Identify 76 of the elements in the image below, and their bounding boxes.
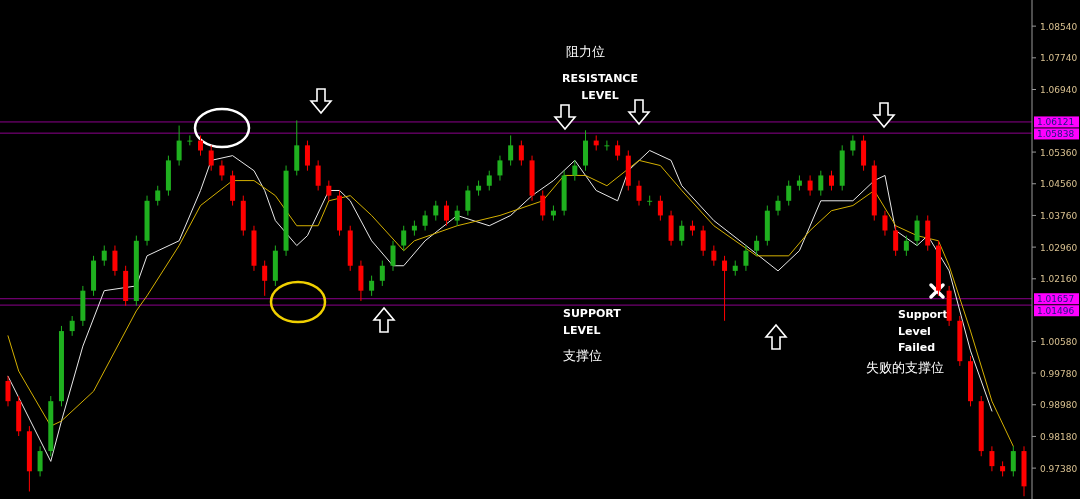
ref-line-label: 1.06121 — [1037, 117, 1075, 128]
candlestick — [636, 180, 642, 207]
annotation: SUPPORT LEVEL — [563, 307, 622, 337]
candlestick — [604, 140, 610, 151]
candlestick — [208, 144, 214, 172]
candlestick — [422, 210, 428, 231]
candlestick — [401, 225, 407, 252]
y-tick-label: 1.04560 — [1040, 179, 1078, 190]
annotation: 阻力位 — [565, 44, 605, 59]
candlestick — [112, 245, 118, 277]
annotation: 支撑位 — [563, 348, 602, 363]
annotation: Support Level Failed — [898, 308, 948, 354]
candlestick — [572, 159, 578, 182]
candlestick — [443, 200, 449, 227]
candlestick — [304, 140, 310, 172]
candlestick — [647, 195, 653, 207]
candlestick — [315, 159, 321, 191]
candlestick — [818, 170, 824, 197]
candlestick — [497, 155, 503, 182]
candlestick — [262, 260, 268, 297]
candlestick — [786, 180, 792, 207]
ref-line-label: 1.01657 — [1037, 294, 1075, 305]
candlestick — [518, 140, 524, 167]
candlestick — [807, 174, 813, 197]
candlestick — [465, 185, 471, 216]
y-tick-label: 1.02160 — [1040, 274, 1078, 285]
candlestick — [198, 134, 204, 157]
candlestick — [155, 185, 161, 207]
candlestick — [379, 260, 385, 287]
annotation: RESISTANCE LEVEL — [562, 72, 638, 102]
candlestick — [989, 445, 995, 472]
y-tick-label: 1.08540 — [1040, 21, 1078, 32]
candlestick — [711, 245, 717, 267]
candlestick — [893, 225, 899, 257]
y-tick-label: 0.98180 — [1040, 431, 1078, 442]
candlestick — [657, 195, 663, 222]
candlestick — [914, 214, 920, 247]
y-tick-label: 1.05360 — [1040, 147, 1078, 158]
ref-line-label: 1.01496 — [1037, 306, 1075, 317]
candlestick — [615, 140, 621, 161]
candlestick — [37, 445, 43, 477]
candlestick — [754, 235, 760, 257]
candlestick — [743, 245, 749, 272]
y-tick-label: 1.03760 — [1040, 210, 1078, 221]
candlestick — [433, 200, 439, 222]
candlestick — [882, 210, 888, 237]
candlestick — [508, 134, 514, 167]
candlestick — [369, 275, 375, 297]
y-tick-label: 0.98980 — [1040, 400, 1078, 411]
ref-line-label: 1.05838 — [1037, 129, 1075, 140]
candlestick — [176, 125, 182, 167]
candlestick — [187, 134, 193, 146]
candlestick — [829, 170, 834, 191]
y-tick-label: 1.06940 — [1040, 85, 1078, 95]
candlestick — [454, 205, 460, 227]
candlestick — [903, 235, 909, 257]
candlestick — [5, 375, 11, 407]
candlestick — [1010, 445, 1016, 477]
candlestick — [700, 225, 706, 257]
y-tick-label: 0.99780 — [1040, 368, 1078, 379]
candlestick — [775, 195, 781, 216]
candlestick — [219, 159, 225, 182]
annotation: 失败的支撑位 — [866, 360, 944, 375]
candlestick — [69, 315, 75, 337]
candlestick — [486, 170, 492, 191]
candlestick — [326, 180, 332, 202]
candlestick — [390, 240, 396, 272]
y-tick-label: 0.97380 — [1040, 463, 1078, 474]
y-tick-label: 1.07740 — [1040, 53, 1078, 64]
candlestick — [722, 255, 728, 322]
y-tick-label: 1.02960 — [1040, 242, 1078, 253]
candlestick — [679, 220, 685, 247]
y-tick-label: 1.00580 — [1040, 336, 1078, 347]
candlestick — [540, 189, 546, 222]
candlestick — [850, 134, 856, 157]
candlestick — [101, 245, 107, 267]
